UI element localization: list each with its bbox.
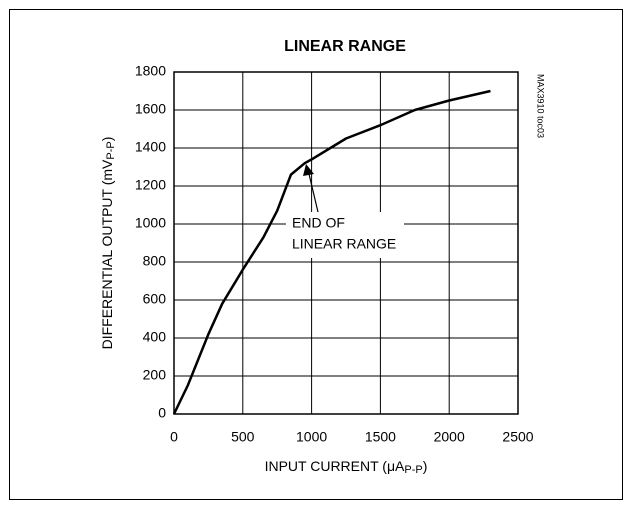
x-axis-label-main: INPUT CURRENT (μA — [265, 458, 405, 474]
data-line — [172, 89, 491, 415]
annotation-arrowhead — [303, 164, 314, 176]
x-axis-label-sub: P-P — [404, 464, 422, 476]
x-tick-label: 2500 — [502, 429, 533, 445]
y-axis-label-sub: P-P — [105, 141, 117, 159]
y-tick-label: 400 — [143, 329, 167, 345]
x-tick-label: 1500 — [365, 429, 396, 445]
x-tick-label: 500 — [231, 429, 255, 445]
y-axis-label-end: ) — [99, 137, 115, 142]
chart-title: LINEAR RANGE — [284, 38, 406, 55]
plot-border — [173, 71, 519, 415]
y-tick-label: 1400 — [135, 139, 166, 155]
y-tick-label: 1800 — [135, 63, 166, 79]
figure-note: MAX3910 toc03 — [536, 74, 546, 138]
frame — [9, 9, 623, 500]
annotation-arrow — [308, 173, 319, 213]
x-tick-label: 0 — [170, 429, 178, 445]
y-tick-label: 1200 — [135, 177, 166, 193]
annotation-box — [286, 212, 404, 258]
annotation-line: END OF — [292, 215, 345, 231]
y-tick-label: 1000 — [135, 215, 166, 231]
x-tick-label: 2000 — [434, 429, 465, 445]
annotation-line: LINEAR RANGE — [292, 236, 396, 252]
y-tick-label: 800 — [143, 253, 167, 269]
x-axis-label-end: ) — [423, 458, 428, 474]
y-axis-label-main: DIFFERENTIAL OUTPUT (mV — [99, 159, 115, 349]
y-tick-label: 600 — [143, 291, 167, 307]
y-tick-label: 1600 — [135, 101, 166, 117]
x-axis-label: INPUT CURRENT (μAP-P) — [265, 458, 428, 476]
y-tick-label: 0 — [158, 405, 166, 421]
marks — [172, 89, 491, 415]
y-axis-label: DIFFERENTIAL OUTPUT (mVP-P) — [99, 137, 117, 350]
x-tick-label: 1000 — [296, 429, 327, 445]
y-tick-label: 200 — [143, 367, 167, 383]
